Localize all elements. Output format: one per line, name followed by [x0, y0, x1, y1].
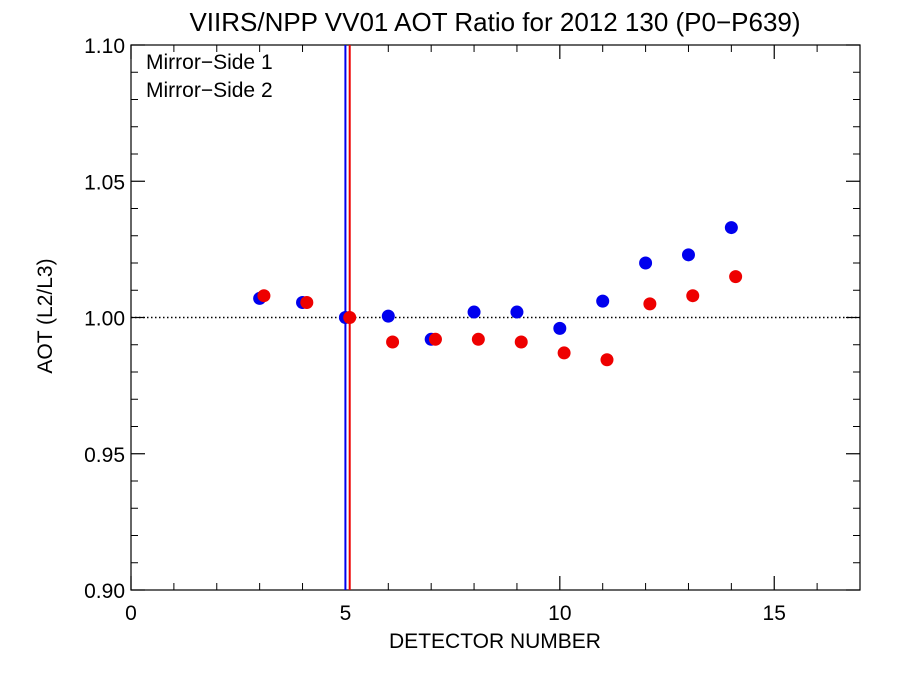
- y-tick-label: 1.00: [84, 308, 125, 331]
- legend-mirror-side-1: Mirror−Side 1: [146, 51, 273, 74]
- x-tick-label: 5: [340, 602, 352, 625]
- point-series-2: [686, 289, 700, 303]
- y-tick-label: 0.95: [84, 444, 125, 467]
- point-series-1: [681, 248, 695, 262]
- point-series-1: [639, 256, 653, 270]
- x-tick-label: 10: [548, 602, 571, 625]
- point-series-2: [514, 335, 528, 349]
- point-series-2: [471, 332, 485, 346]
- point-series-2: [428, 332, 442, 346]
- plot-area: 0 5 10 15 0.90 0.95 1.00 1.05 1.10: [84, 35, 861, 625]
- point-series-2: [257, 289, 271, 303]
- point-series-1: [467, 305, 481, 319]
- y-tick-label: 0.90: [84, 580, 125, 603]
- y-axis-label: AOT (L2/L3): [34, 258, 57, 373]
- point-series-2: [343, 311, 357, 324]
- x-tick-label: 15: [763, 602, 786, 625]
- point-series-1: [510, 305, 524, 319]
- point-series-2: [557, 346, 571, 360]
- x-tick-label: 0: [125, 602, 137, 625]
- x-axis-label: DETECTOR NUMBER: [389, 630, 601, 653]
- point-series-1: [381, 309, 395, 323]
- point-series-1: [553, 321, 567, 335]
- point-series-2: [386, 335, 400, 349]
- chart-title: VIIRS/NPP VV01 AOT Ratio for 2012 130 (P…: [189, 7, 800, 37]
- point-series-2: [600, 353, 614, 367]
- y-tick-label: 1.10: [84, 35, 125, 58]
- point-series-1: [596, 294, 610, 308]
- point-series-2: [300, 296, 314, 310]
- point-series-2: [643, 297, 657, 311]
- y-tick-label: 1.05: [84, 171, 125, 194]
- point-series-1: [724, 221, 738, 235]
- legend-mirror-side-2: Mirror−Side 2: [146, 79, 273, 102]
- point-series-2: [729, 270, 743, 284]
